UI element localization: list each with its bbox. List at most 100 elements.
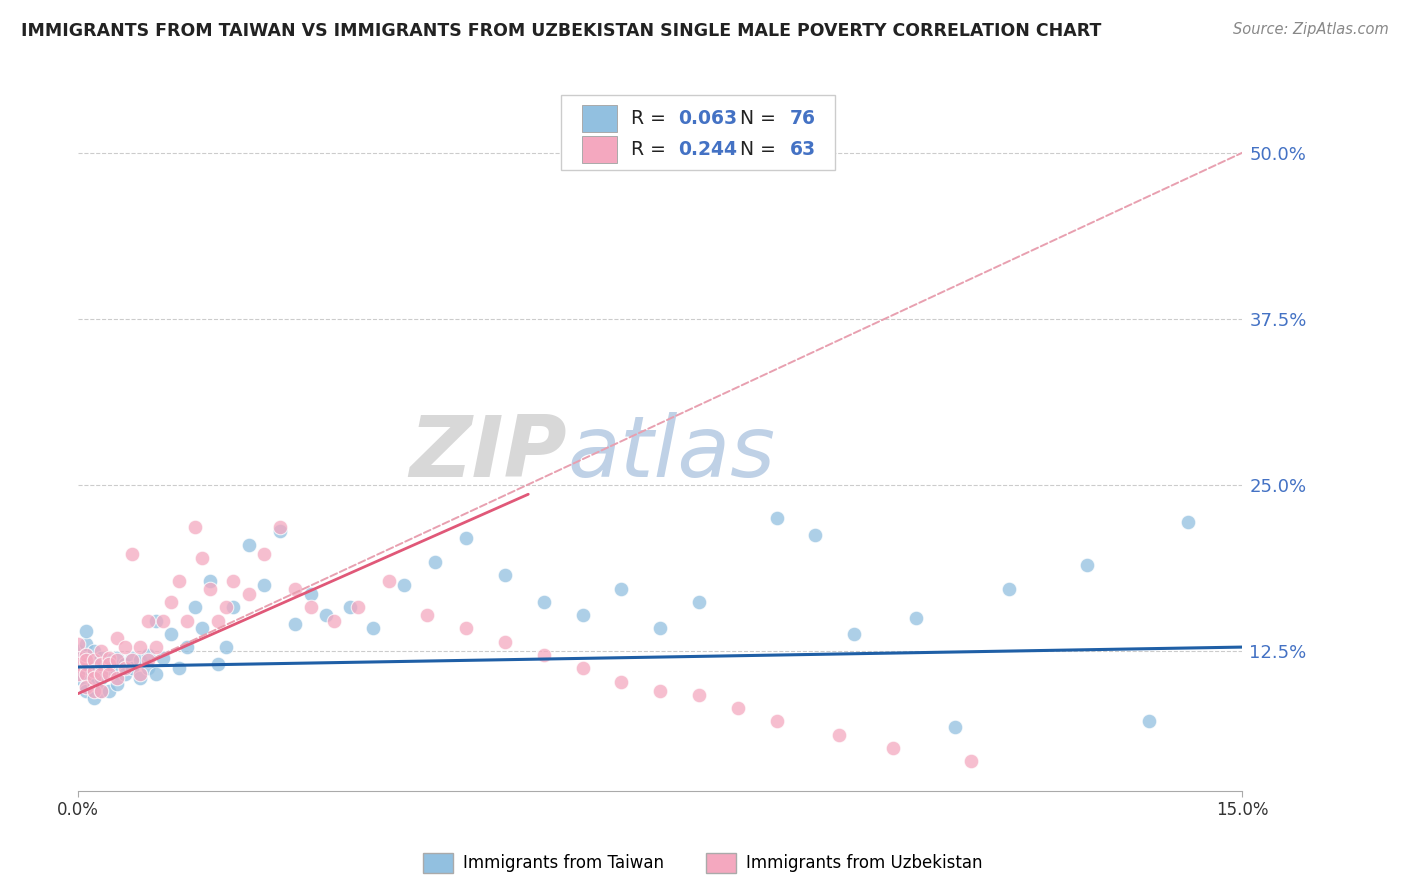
Point — [75, 648, 97, 662]
Point — [269, 524, 291, 539]
Point — [494, 634, 516, 648]
Point — [90, 657, 112, 672]
Point — [361, 622, 384, 636]
Point — [191, 551, 214, 566]
Text: R =: R = — [631, 140, 672, 160]
Point — [727, 701, 749, 715]
Point — [83, 677, 105, 691]
Point — [98, 666, 121, 681]
Text: N =: N = — [728, 140, 782, 160]
Point — [90, 650, 112, 665]
Point — [828, 728, 851, 742]
Point — [456, 531, 478, 545]
Point — [299, 587, 322, 601]
Point — [75, 666, 97, 681]
Point — [998, 582, 1021, 596]
Text: ZIP: ZIP — [409, 412, 567, 495]
Point — [323, 614, 346, 628]
Point — [253, 577, 276, 591]
FancyBboxPatch shape — [582, 136, 617, 163]
Point — [75, 653, 97, 667]
FancyBboxPatch shape — [582, 104, 617, 132]
Text: N =: N = — [728, 109, 782, 128]
Point — [75, 657, 97, 672]
Point — [90, 666, 112, 681]
Point — [423, 555, 446, 569]
Point — [198, 574, 221, 588]
Point — [67, 644, 90, 658]
Point — [943, 720, 966, 734]
Text: Source: ZipAtlas.com: Source: ZipAtlas.com — [1233, 22, 1389, 37]
Point — [98, 684, 121, 698]
Point — [183, 520, 205, 534]
Point — [688, 688, 710, 702]
Point — [207, 657, 229, 672]
Point — [90, 644, 112, 658]
Point — [67, 650, 90, 665]
Point — [533, 648, 555, 662]
Point — [98, 657, 121, 672]
Point — [905, 611, 928, 625]
Text: 0.244: 0.244 — [678, 140, 737, 160]
Point — [152, 614, 174, 628]
Point — [136, 653, 159, 667]
Point — [83, 664, 105, 678]
Point — [83, 653, 105, 667]
Point — [494, 568, 516, 582]
Point — [75, 684, 97, 698]
Point — [346, 600, 368, 615]
Point — [650, 684, 672, 698]
Text: 76: 76 — [789, 109, 815, 128]
Point — [1137, 714, 1160, 729]
Point — [882, 741, 904, 756]
Point — [183, 600, 205, 615]
Point — [90, 657, 112, 672]
Point — [121, 650, 143, 665]
Point — [90, 684, 112, 698]
Point — [114, 640, 136, 654]
Point — [98, 661, 121, 675]
Point — [392, 577, 415, 591]
Point — [176, 640, 198, 654]
Point — [136, 648, 159, 662]
Point — [176, 614, 198, 628]
Point — [167, 661, 190, 675]
Point — [315, 608, 337, 623]
Point — [416, 608, 439, 623]
Point — [67, 671, 90, 685]
Point — [160, 627, 183, 641]
Point — [533, 595, 555, 609]
Point — [121, 661, 143, 675]
Point — [299, 600, 322, 615]
Point — [191, 622, 214, 636]
Point — [114, 666, 136, 681]
Point — [284, 582, 307, 596]
Point — [129, 653, 152, 667]
Point — [214, 640, 236, 654]
Point — [83, 666, 105, 681]
Point — [377, 574, 399, 588]
Point — [207, 614, 229, 628]
Point — [67, 637, 90, 651]
Point — [160, 595, 183, 609]
Text: R =: R = — [631, 109, 672, 128]
Point — [75, 637, 97, 651]
Point — [83, 657, 105, 672]
Point — [75, 661, 97, 675]
Point — [121, 653, 143, 667]
Point — [105, 677, 128, 691]
Point — [129, 640, 152, 654]
Point — [90, 671, 112, 685]
Point — [121, 547, 143, 561]
Point — [83, 650, 105, 665]
Point — [75, 653, 97, 667]
Point — [959, 755, 981, 769]
Point — [145, 614, 167, 628]
Point — [152, 650, 174, 665]
Point — [650, 622, 672, 636]
Point — [238, 587, 260, 601]
Text: atlas: atlas — [567, 412, 775, 495]
Point — [114, 657, 136, 672]
Point — [98, 650, 121, 665]
Point — [105, 650, 128, 665]
